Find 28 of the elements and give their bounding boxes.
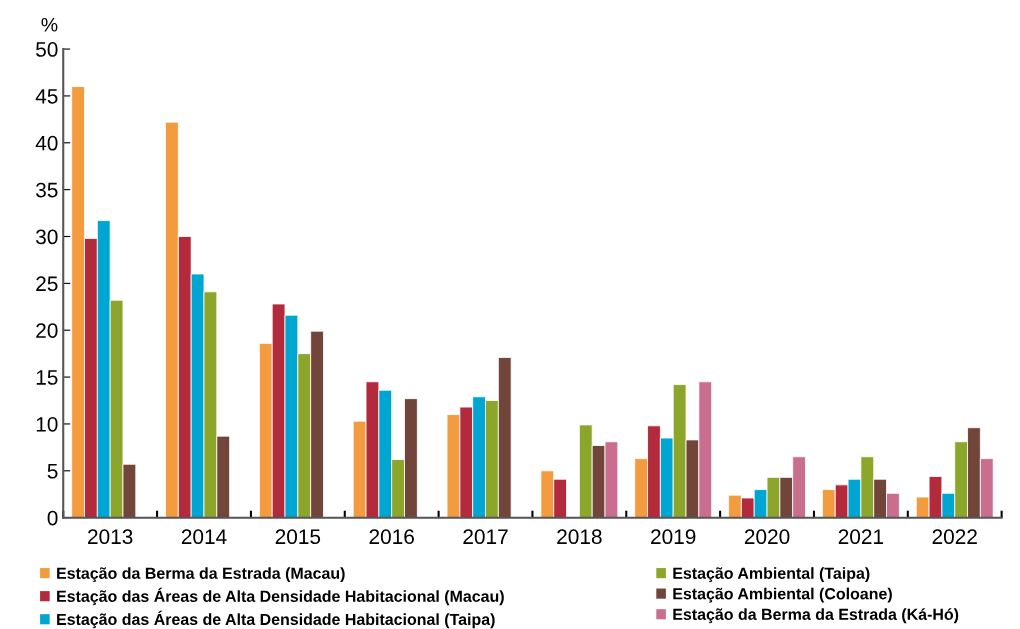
y-tick-label: 15: [36, 370, 58, 385]
legend-label: Estação das Áreas de Alta Densidade Habitacional (Macau): [57, 587, 504, 606]
y-tick-label: 20: [36, 323, 58, 338]
legend-label: Estação da Berma da Estrada (Ká-Hó): [673, 608, 959, 624]
legend-label: Estação Ambiental (Taipa): [673, 567, 870, 583]
x-tick-label: 2021: [838, 529, 884, 545]
x-tick-label: 2022: [932, 529, 977, 545]
y-tick-label: 25: [36, 276, 58, 292]
y-tick-label: 30: [36, 229, 58, 245]
y-tick-label: 0: [47, 510, 58, 526]
x-tick-label: 2019: [651, 529, 696, 545]
x-tick-label: 2017: [463, 529, 508, 545]
x-tick-label: 2015: [275, 529, 321, 545]
x-tick-label: 2013: [88, 529, 133, 545]
y-tick-label: 35: [36, 182, 58, 198]
legend-label: Estação das Áreas de Alta Densidade Habitacional (Taipa): [57, 610, 495, 629]
y-tick-label: 5: [47, 464, 58, 479]
y-tick-label: 45: [35, 89, 58, 104]
y-tick-label: 50: [36, 42, 58, 57]
legend-label: Estação Ambiental (Coloane): [673, 587, 892, 603]
x-tick-label: 2016: [369, 529, 414, 545]
y-tick-label: 40: [35, 135, 58, 151]
legend-label: Estação da Berma da Estrada (Macau): [57, 567, 345, 583]
y-tick-label: 10: [36, 416, 58, 432]
x-tick-label: 2018: [557, 529, 602, 545]
x-tick-label: 2014: [181, 529, 227, 545]
x-tick-label: 2020: [744, 529, 790, 545]
y-axis-title: %: [41, 17, 58, 32]
